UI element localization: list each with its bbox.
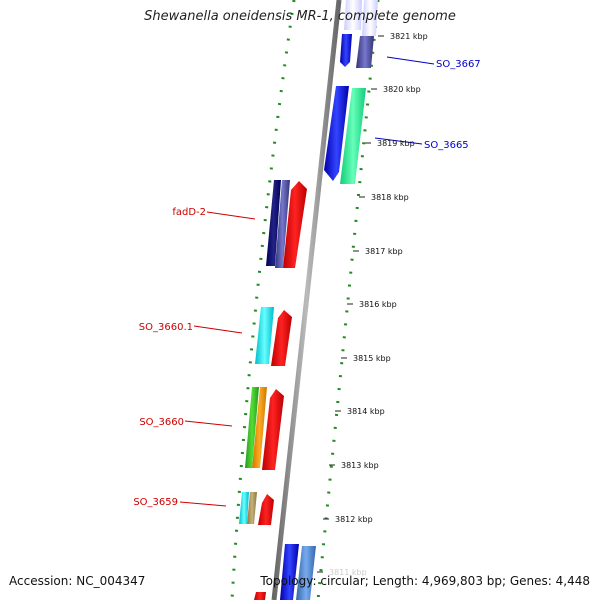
- label-line-SO_3667: [386, 56, 435, 65]
- topology-text: Topology: circular; Length: 4,969,803 bp…: [260, 574, 590, 588]
- accession-text: Accession: NC_004347: [9, 574, 146, 588]
- tick-label: 3812 kbp: [335, 515, 373, 524]
- label-line-SO_3665: [374, 137, 423, 145]
- tick-label: 3815 kbp: [353, 354, 391, 363]
- gene-bottom-blue-arrow[interactable]: [280, 544, 299, 600]
- tick-label: 3816 kbp: [359, 300, 397, 309]
- gene-arrow[interactable]: [356, 36, 374, 68]
- gene-SO_3659-tan-arrow[interactable]: [247, 492, 257, 524]
- kbp-ticks: 3821 kbp 3820 kbp 3819 kbp 3818 kbp 3817 kbp…: [317, 32, 428, 577]
- label-line-SO_3659: [179, 501, 227, 507]
- gene-SO_3659-cyan-arrow[interactable]: [239, 492, 249, 524]
- gene-label-fadD-2[interactable]: fadD-2: [172, 207, 206, 218]
- tick-label: 3821 kbp: [390, 32, 428, 41]
- gene-arrow[interactable]: [362, 0, 378, 36]
- gene-SO_3660.1-cyan-arrow[interactable]: [255, 307, 274, 364]
- gene-SO_3660-arrow[interactable]: [262, 389, 284, 470]
- gene-fadD-2-arrow[interactable]: [283, 181, 307, 268]
- gene-label-SO_3659[interactable]: SO_3659: [133, 497, 178, 508]
- label-line-SO_3660: [184, 420, 233, 427]
- label-line-fadD-2: [206, 211, 256, 220]
- gene-label-SO_3660.1[interactable]: SO_3660.1: [139, 322, 193, 333]
- gene-bottom-steel-arrow[interactable]: [296, 546, 316, 600]
- tick-label: 3820 kbp: [383, 85, 421, 94]
- gene-label-SO_3667[interactable]: SO_3667: [436, 59, 481, 70]
- genome-backbone: [271, 0, 342, 601]
- tick-label: 3819 kbp: [377, 139, 415, 148]
- tick-label: 3818 kbp: [371, 193, 409, 202]
- gene-label-SO_3660[interactable]: SO_3660: [139, 417, 184, 428]
- tick-label: 3817 kbp: [365, 247, 403, 256]
- gene-SO_3665-arrow[interactable]: [324, 86, 349, 181]
- gene-fadD-2-navy-arrow[interactable]: [266, 180, 281, 266]
- genome-title: Shewanella oneidensis MR-1, complete gen…: [144, 9, 456, 24]
- gene-SO_3660-orange-arrow[interactable]: [252, 387, 267, 468]
- gene-fadD-2-slate-arrow[interactable]: [275, 180, 290, 268]
- gene-arrow[interactable]: [344, 0, 362, 30]
- tick-label: 3811 kbp: [329, 568, 367, 577]
- gene-SO_3659-arrow[interactable]: [258, 494, 274, 525]
- gene-bottom-red-arrow[interactable]: [254, 592, 266, 600]
- tick-label: 3813 kbp: [341, 461, 379, 470]
- gene-mint-arrow[interactable]: [340, 88, 366, 184]
- gene-SO_3667-block[interactable]: [340, 0, 378, 68]
- gene-SO_3660-green-arrow[interactable]: [245, 387, 259, 468]
- gene-label-SO_3665[interactable]: SO_3665: [424, 140, 469, 151]
- tick-label: 3814 kbp: [347, 407, 385, 416]
- gene-arrow[interactable]: [340, 34, 352, 67]
- label-line-SO_3660.1: [193, 325, 243, 334]
- gene-SO_3660.1-arrow[interactable]: [271, 310, 292, 366]
